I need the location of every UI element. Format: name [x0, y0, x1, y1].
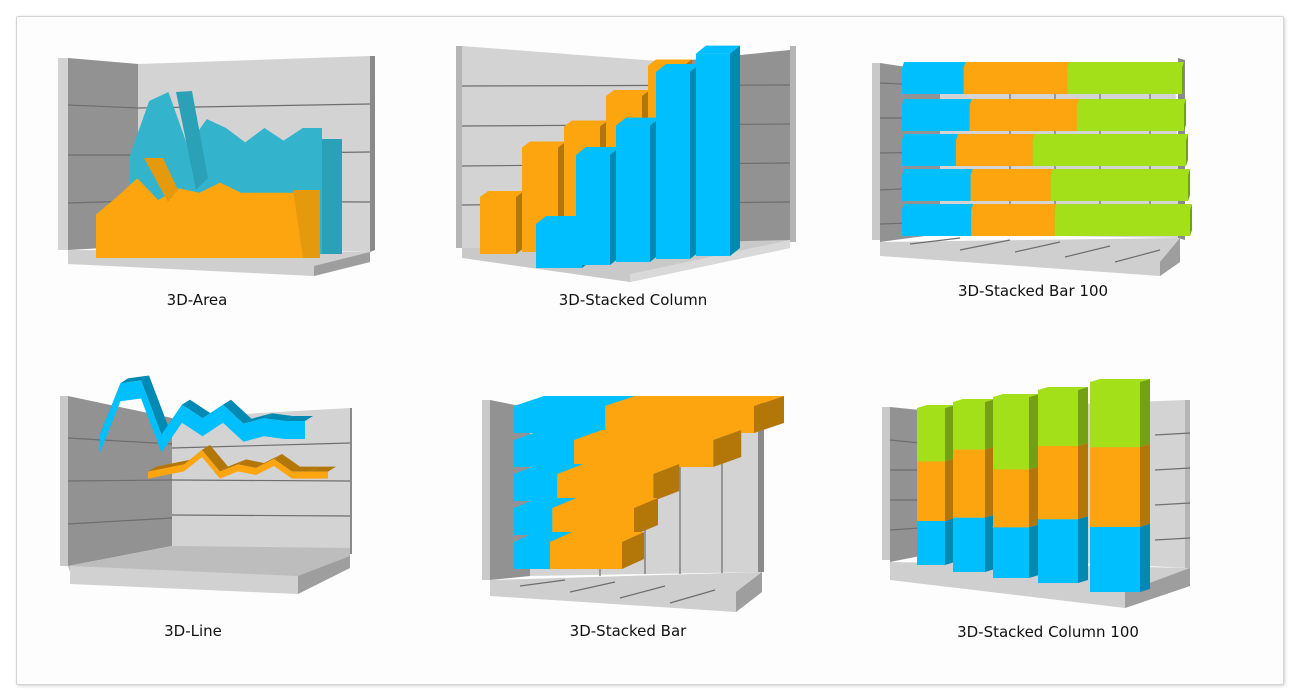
bar-segment: [902, 99, 972, 131]
column-segment: [953, 446, 995, 518]
bar-segment: [1054, 204, 1192, 236]
line-segment: [223, 404, 244, 442]
line-segment: [202, 450, 220, 479]
column-segment: [1038, 442, 1088, 520]
column-series-1: [480, 191, 524, 254]
area-chart-graphic: [58, 56, 375, 276]
chart-3d-line[interactable]: 3D-Line: [0, 340, 430, 700]
column-segment: [953, 399, 995, 450]
bar-segment: [1050, 169, 1190, 201]
bar-segment: [550, 532, 644, 569]
column-segment: [953, 514, 995, 572]
line-segment: [184, 450, 202, 472]
bar-segment: [902, 169, 973, 201]
column-series-2: [576, 147, 620, 265]
bar-segment: [902, 204, 974, 236]
bar-segment: [574, 430, 742, 467]
line-chart-graphic: [60, 375, 352, 594]
bar-segment: [955, 134, 1035, 166]
line-segment: [141, 380, 162, 453]
line-segment: [264, 418, 285, 439]
bar-segment: [969, 99, 1079, 131]
chart-title: 3D-Stacked Bar: [569, 622, 687, 640]
bar-segment: [963, 62, 1070, 94]
line-segment: [238, 464, 256, 475]
column-segment: [993, 524, 1039, 578]
chart-title: 3D-Area: [166, 291, 228, 309]
column-series-2: [696, 45, 740, 256]
line-segment: [120, 380, 141, 402]
chart-3d-stacked-bar[interactable]: 3D-Stacked Bar: [430, 340, 850, 700]
line-segment: [161, 404, 182, 453]
stacked-bar-chart-graphic: [482, 396, 784, 612]
line-segment: [148, 468, 166, 479]
stacked-column-100-chart-graphic: [882, 379, 1191, 608]
column-series-2: [616, 117, 660, 262]
column-segment: [1038, 387, 1088, 446]
column-segment: [917, 458, 955, 522]
bar-segment: [1076, 99, 1186, 131]
chart-title: 3D-Stacked Column: [558, 291, 708, 309]
bar-segment: [605, 396, 784, 433]
line-segment: [310, 471, 328, 479]
bar-segment: [902, 62, 966, 94]
chart-3d-stacked-column[interactable]: 3D-Stacked Column: [430, 0, 850, 340]
line-segment: [166, 464, 184, 475]
line-segment: [202, 404, 223, 437]
column-segment: [1090, 444, 1150, 527]
line-segment: [243, 418, 264, 442]
line-segment: [284, 421, 305, 439]
chart-title: 3D-Line: [164, 622, 222, 640]
line-segment: [100, 383, 121, 453]
chart-title: 3D-Stacked Bar 100: [957, 282, 1109, 300]
line-segment: [256, 459, 274, 475]
bar-segment: [557, 464, 680, 501]
bar-segment: [552, 498, 658, 535]
column-segment: [1090, 523, 1150, 592]
chart-3d-area[interactable]: 3D-Area: [0, 0, 430, 340]
column-segment: [993, 466, 1039, 528]
chart-3d-stacked-bar-100[interactable]: 3D-Stacked Bar 100: [850, 0, 1300, 340]
chart-3d-stacked-column-100[interactable]: 3D-Stacked Column 100: [850, 340, 1300, 700]
bar-segment: [970, 169, 1053, 201]
column-segment: [993, 394, 1039, 470]
bar-segment: [1067, 62, 1184, 94]
line-segment: [274, 459, 292, 479]
stacked-column-chart-graphic: [456, 45, 796, 282]
stacked-bar-100-chart-graphic: [872, 58, 1192, 276]
column-segment: [917, 518, 955, 565]
column-segment: [1090, 379, 1150, 448]
column-segment: [917, 405, 955, 462]
column-series-2: [656, 64, 700, 259]
bar-segment: [902, 134, 958, 166]
line-segment: [292, 471, 310, 479]
chart-title: 3D-Stacked Column 100: [957, 623, 1139, 641]
column-segment: [1038, 516, 1088, 583]
bar-segment: [1032, 134, 1188, 166]
bar-segment: [971, 204, 1057, 236]
line-segment: [182, 404, 203, 437]
line-segment: [220, 464, 238, 479]
